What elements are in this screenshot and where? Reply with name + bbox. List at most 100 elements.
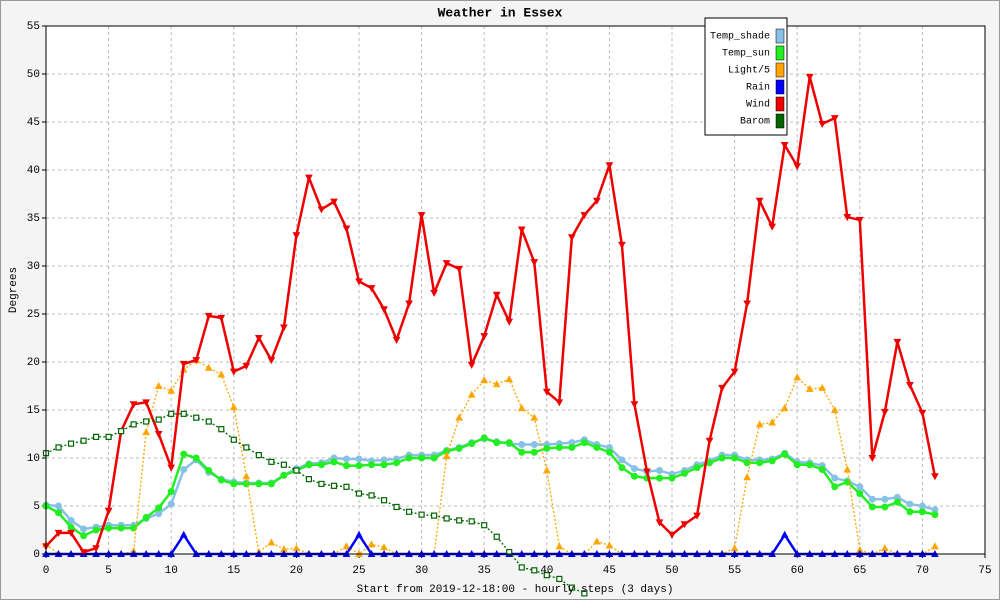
point xyxy=(130,421,137,428)
point xyxy=(418,454,426,462)
point xyxy=(906,508,914,516)
point xyxy=(355,278,363,286)
point xyxy=(142,428,151,436)
point xyxy=(129,401,138,409)
point xyxy=(355,455,363,463)
point xyxy=(417,212,426,220)
point xyxy=(442,452,451,460)
x-tick-label: 75 xyxy=(978,565,991,577)
point xyxy=(806,461,814,469)
point xyxy=(342,455,350,463)
point xyxy=(217,314,226,322)
point xyxy=(255,480,263,488)
x-tick-label: 70 xyxy=(916,565,929,577)
point xyxy=(368,461,376,469)
point xyxy=(142,514,150,522)
point xyxy=(67,516,75,524)
point xyxy=(818,383,827,391)
point xyxy=(230,480,238,488)
point xyxy=(880,408,889,416)
point xyxy=(693,464,701,472)
legend-label: Barom xyxy=(740,117,770,128)
point xyxy=(567,234,576,242)
point xyxy=(605,448,613,456)
point xyxy=(293,467,300,474)
point xyxy=(730,368,739,376)
point xyxy=(568,584,575,591)
point xyxy=(292,232,301,240)
point xyxy=(142,399,151,407)
point xyxy=(342,542,351,550)
point xyxy=(305,476,313,483)
x-tick-label: 15 xyxy=(227,565,240,577)
point xyxy=(555,443,563,451)
point xyxy=(55,444,62,451)
point xyxy=(280,461,287,468)
point xyxy=(931,511,939,519)
x-tick-label: 25 xyxy=(352,565,365,577)
point xyxy=(167,488,175,496)
point xyxy=(630,401,639,409)
point xyxy=(743,473,751,481)
point xyxy=(593,537,601,545)
point xyxy=(343,483,350,490)
point xyxy=(204,312,213,320)
point xyxy=(180,450,188,458)
point xyxy=(393,459,401,467)
point xyxy=(218,426,225,433)
point xyxy=(681,469,689,477)
point xyxy=(330,482,338,489)
point xyxy=(580,212,589,220)
point xyxy=(755,420,764,428)
series-line xyxy=(45,75,937,554)
point xyxy=(881,495,889,503)
point xyxy=(92,545,100,553)
point xyxy=(455,444,463,452)
point xyxy=(92,433,100,440)
point xyxy=(868,495,876,503)
point xyxy=(793,373,802,381)
point xyxy=(368,492,375,499)
point xyxy=(254,335,263,343)
point xyxy=(380,306,388,314)
point xyxy=(168,410,175,417)
point xyxy=(568,443,576,451)
point xyxy=(781,450,789,458)
x-tick-label: 20 xyxy=(290,565,303,577)
point xyxy=(229,368,238,376)
point xyxy=(467,361,476,369)
plot-frame xyxy=(45,25,986,555)
point xyxy=(831,474,839,482)
point xyxy=(255,452,262,459)
point xyxy=(593,197,601,205)
legend-swatch xyxy=(775,79,785,95)
point xyxy=(780,142,789,150)
x-tick-label: 30 xyxy=(415,565,428,577)
point xyxy=(67,440,75,447)
legend-label: Light/5 xyxy=(728,65,770,77)
point xyxy=(555,542,564,550)
point xyxy=(393,503,400,511)
point xyxy=(830,115,839,123)
point xyxy=(530,441,538,449)
point xyxy=(556,575,563,583)
y-axis-label: Degrees xyxy=(8,267,20,313)
point xyxy=(405,300,413,308)
point xyxy=(518,564,525,571)
point xyxy=(342,225,351,233)
point xyxy=(518,441,526,449)
point xyxy=(906,382,914,390)
legend-swatch xyxy=(775,96,785,112)
y-tick-label: 40 xyxy=(27,165,40,177)
point xyxy=(143,418,150,425)
point xyxy=(931,542,939,550)
point xyxy=(893,498,901,506)
point xyxy=(243,444,250,451)
point xyxy=(505,318,514,326)
point xyxy=(192,454,200,462)
point xyxy=(718,454,726,462)
point xyxy=(743,300,751,308)
point xyxy=(180,466,188,474)
point xyxy=(630,465,638,473)
